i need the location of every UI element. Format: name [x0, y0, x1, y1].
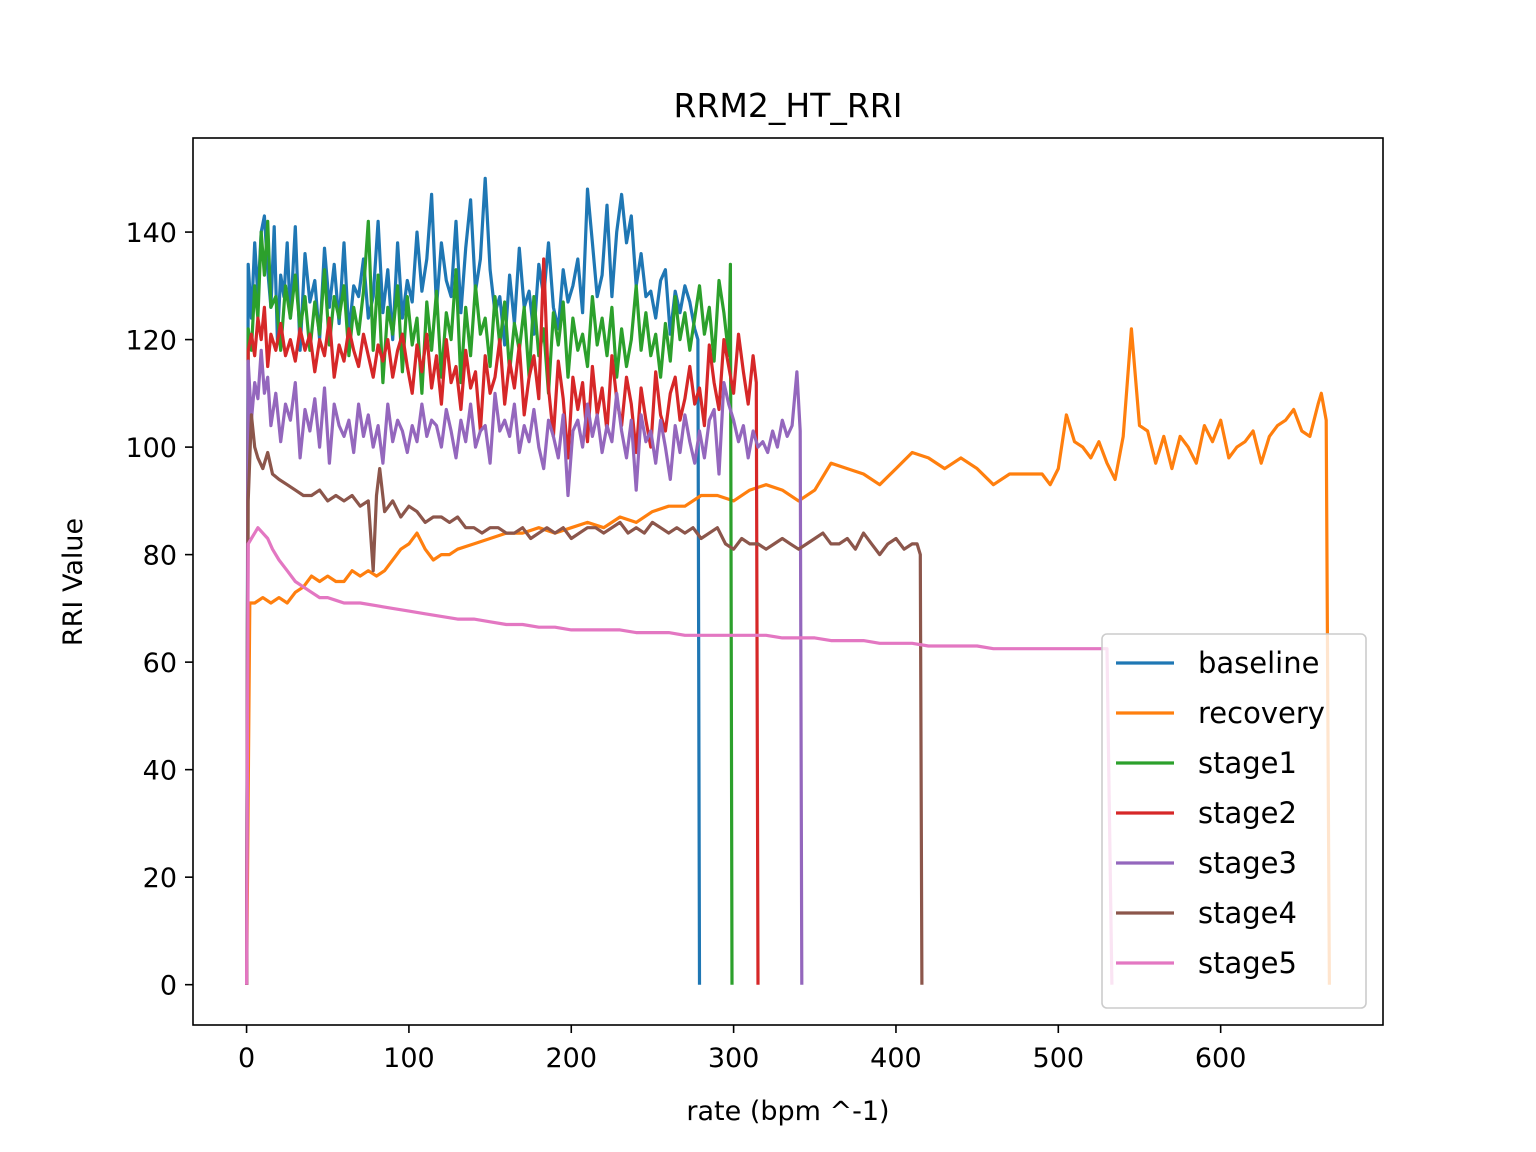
x-axis-label: rate (bpm ^-1) [686, 1096, 889, 1127]
y-tick-label: 20 [143, 863, 177, 894]
series-line-stage5 [245, 526, 1114, 985]
series-line-stage2 [245, 257, 760, 985]
x-tick-label: 400 [870, 1043, 922, 1074]
y-axis-label: RRI Value [58, 518, 89, 646]
x-tick-label: 200 [545, 1043, 597, 1074]
y-axis-ticks: 0 20 40 60 80 100 120 140 [125, 218, 193, 1002]
x-axis-ticks: 0 100 200 300 400 500 600 [238, 1025, 1246, 1074]
y-tick-label: 80 [143, 541, 177, 572]
series-line-stage1 [245, 219, 734, 985]
legend-label-stage3: stage3 [1198, 846, 1297, 880]
plot-frame [192, 137, 1384, 1026]
series-line-stage4 [245, 413, 924, 985]
y-tick-label: 120 [125, 326, 177, 357]
y-tick-label: 40 [143, 756, 177, 787]
y-tick-label: 60 [143, 648, 177, 679]
legend-label-stage2: stage2 [1198, 796, 1297, 830]
y-tick-label: 140 [125, 218, 177, 249]
y-tick-label: 0 [160, 971, 177, 1002]
chart-title: RRM2_HT_RRI [674, 86, 903, 125]
series-layer [245, 176, 1331, 985]
x-tick-label: 100 [383, 1043, 435, 1074]
x-tick-label: 0 [238, 1043, 255, 1074]
series-line-stage3 [245, 348, 804, 985]
x-tick-label: 600 [1195, 1043, 1247, 1074]
legend-label-stage5: stage5 [1198, 946, 1297, 980]
series-line-recovery [245, 327, 1331, 985]
legend: baseline recovery stage1 stage2 stage3 stage4… [1101, 633, 1367, 1009]
series-line-baseline [245, 176, 702, 985]
y-tick-label: 100 [125, 433, 177, 464]
x-tick-label: 500 [1033, 1043, 1085, 1074]
legend-label-stage1: stage1 [1198, 746, 1297, 780]
legend-label-stage4: stage4 [1198, 896, 1297, 930]
legend-label-recovery: recovery [1198, 696, 1325, 730]
x-tick-label: 300 [708, 1043, 760, 1074]
legend-label-baseline: baseline [1198, 646, 1319, 680]
